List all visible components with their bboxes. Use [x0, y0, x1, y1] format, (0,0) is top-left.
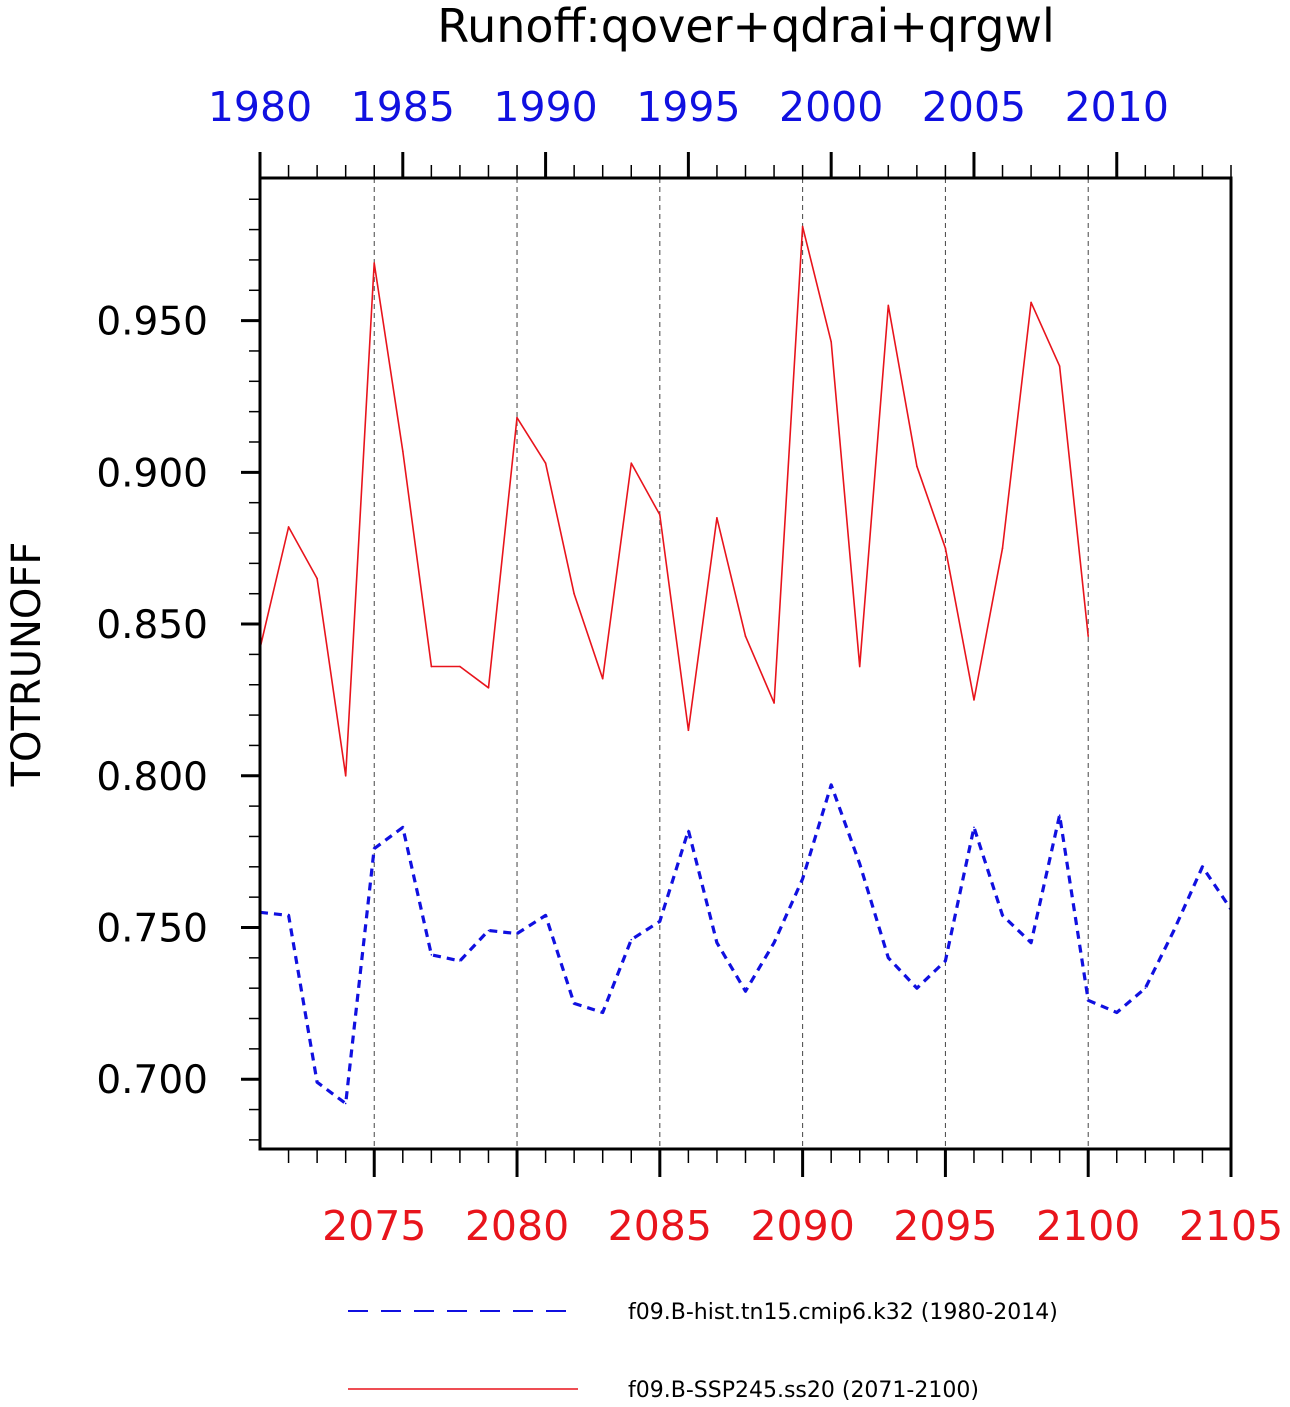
- y-tick-label: 0.950: [96, 300, 208, 345]
- point-hist: [1144, 987, 1147, 989]
- point-ssp245: [687, 729, 690, 732]
- legend-label-ssp: f09.B-SSP245.ss20 (2071-2100): [628, 1378, 979, 1403]
- point-ssp245: [659, 514, 661, 516]
- point-hist: [459, 960, 461, 962]
- point-hist: [544, 914, 547, 917]
- point-hist: [858, 862, 861, 865]
- top-tick-label: 1985: [351, 83, 455, 131]
- point-ssp245: [716, 517, 718, 519]
- point-hist: [944, 960, 947, 962]
- top-tick-label: 2005: [922, 83, 1026, 131]
- series-line-ssp245: [259, 225, 1089, 777]
- point-ssp245: [316, 577, 318, 580]
- point-ssp245: [830, 341, 832, 343]
- point-ssp245: [544, 462, 547, 465]
- point-ssp245: [287, 526, 290, 528]
- axes: 0.700 0.750 0.800 0.850 0.900 0.950 2075 2080 20…: [96, 83, 1283, 1250]
- point-hist: [1087, 999, 1090, 1002]
- point-hist: [916, 987, 918, 989]
- series-line-hist: [259, 783, 1233, 1106]
- point-hist: [316, 1081, 318, 1084]
- series-layer: [259, 225, 1233, 1106]
- legend: f09.B-hist.tn15.cmip6.k32 (1980-2014) f0…: [348, 1300, 1058, 1403]
- point-ssp245: [487, 686, 490, 689]
- y-tick-label: 0.750: [96, 906, 208, 951]
- chart-title: Runoff:qover+qdrai+qrgwl: [437, 0, 1055, 53]
- top-tick-label: 2000: [779, 83, 883, 131]
- point-ssp245: [630, 462, 633, 465]
- point-hist: [344, 1102, 347, 1105]
- point-ssp245: [401, 450, 404, 452]
- legend-label-hist: f09.B-hist.tn15.cmip6.k32 (1980-2014): [628, 1300, 1058, 1325]
- point-hist: [773, 941, 775, 944]
- top-tick-label: 2010: [1065, 83, 1169, 131]
- bottom-tick-label: 2080: [465, 1202, 569, 1250]
- point-ssp245: [801, 225, 804, 228]
- point-ssp245: [887, 304, 890, 307]
- point-ssp245: [744, 635, 747, 637]
- point-hist: [830, 784, 832, 786]
- point-hist: [601, 1011, 604, 1014]
- point-hist: [1001, 914, 1004, 917]
- y-tick-label: 0.800: [96, 755, 208, 800]
- point-ssp245: [430, 665, 433, 668]
- point-ssp245: [373, 262, 376, 264]
- point-ssp245: [916, 465, 918, 468]
- top-tick-label: 1980: [208, 83, 312, 131]
- top-tick-label: 1995: [636, 83, 740, 131]
- point-hist: [487, 929, 490, 932]
- point-ssp245: [573, 592, 575, 595]
- point-ssp245: [601, 677, 604, 680]
- point-ssp245: [344, 774, 347, 777]
- bottom-tick-label: 2095: [893, 1202, 997, 1250]
- point-hist: [401, 826, 404, 829]
- bottom-tick-label: 2075: [322, 1202, 426, 1250]
- point-hist: [1201, 866, 1204, 868]
- point-hist: [430, 954, 433, 956]
- point-ssp245: [516, 416, 518, 419]
- point-hist: [716, 941, 718, 944]
- bottom-tick-label: 2090: [750, 1202, 854, 1250]
- point-hist: [659, 920, 661, 923]
- point-hist: [1173, 929, 1175, 932]
- point-hist: [801, 878, 804, 880]
- top-tick-label: 1990: [493, 83, 597, 131]
- point-ssp245: [1030, 301, 1032, 304]
- point-hist: [687, 829, 690, 832]
- point-hist: [1030, 941, 1032, 944]
- point-ssp245: [944, 547, 947, 549]
- point-hist: [516, 932, 518, 935]
- bottom-tick-label: 2085: [608, 1202, 712, 1250]
- point-hist: [287, 914, 290, 917]
- point-ssp245: [1058, 365, 1061, 367]
- point-hist: [573, 1002, 575, 1005]
- point-hist: [373, 847, 376, 850]
- y-tick-label: 0.900: [96, 451, 208, 496]
- point-ssp245: [1087, 635, 1090, 637]
- point-ssp245: [973, 699, 975, 701]
- point-hist: [1115, 1011, 1118, 1014]
- point-ssp245: [773, 702, 775, 704]
- point-hist: [744, 990, 747, 993]
- point-ssp245: [858, 665, 861, 668]
- bottom-tick-label: 2100: [1036, 1202, 1140, 1250]
- point-hist: [630, 938, 633, 941]
- plot-frame: [258, 176, 1233, 1151]
- point-hist: [973, 826, 975, 829]
- bottom-tick-label: 2105: [1179, 1202, 1283, 1250]
- y-axis-label: TOTRUNOFF: [4, 542, 50, 788]
- y-tick-label: 0.700: [96, 1058, 208, 1103]
- y-tick-label: 0.850: [96, 603, 208, 648]
- point-ssp245: [1001, 547, 1004, 549]
- point-ssp245: [459, 665, 461, 668]
- point-hist: [1058, 814, 1061, 817]
- point-hist: [887, 957, 890, 959]
